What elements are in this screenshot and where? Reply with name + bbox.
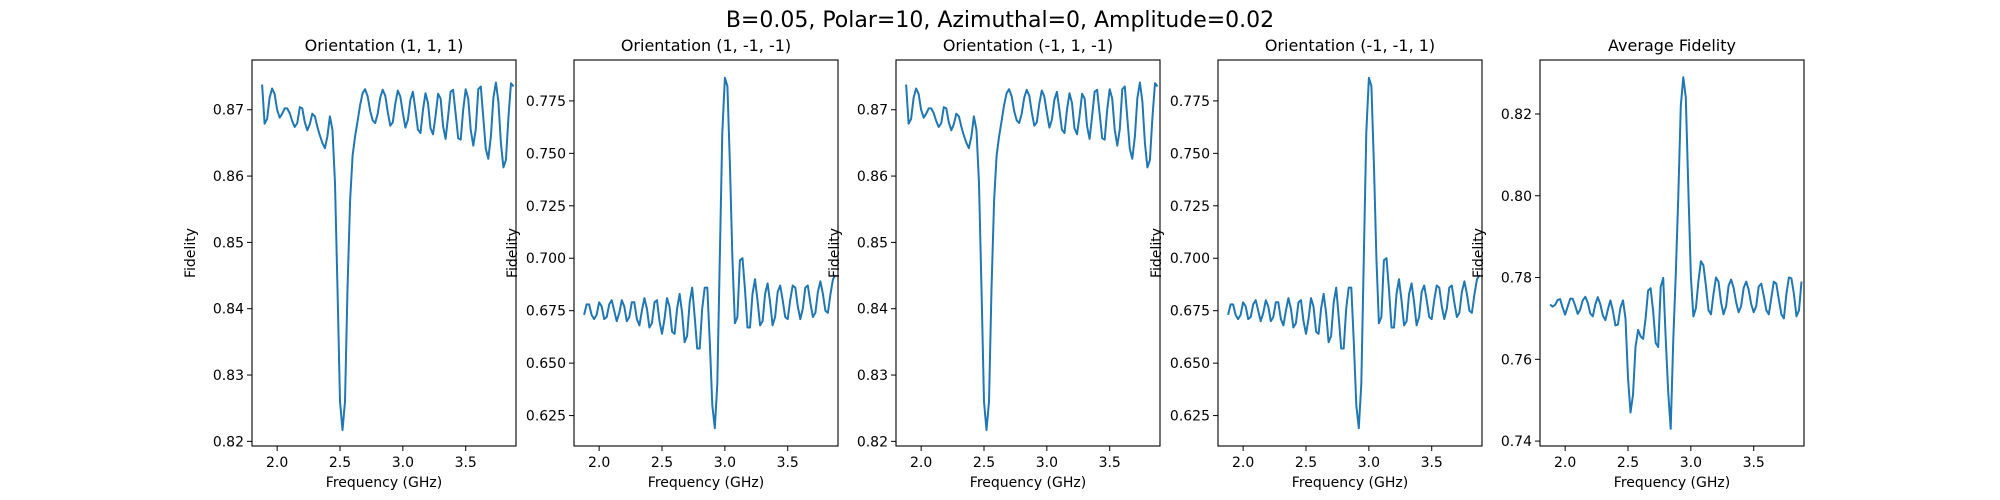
y-tick-label: 0.85 [857, 235, 888, 251]
axes-frame [895, 59, 1161, 447]
y-tick-label: 0.85 [213, 235, 244, 251]
x-tick-label: 2.5 [651, 455, 673, 471]
figure-suptitle: B=0.05, Polar=10, Azimuthal=0, Amplitude… [726, 8, 1274, 33]
x-axis-label: Frequency (GHz) [1292, 475, 1408, 491]
y-tick-label: 0.625 [1170, 409, 1210, 425]
y-tick-label: 0.82 [213, 434, 244, 450]
x-axis-label: Frequency (GHz) [326, 475, 442, 491]
y-tick-label: 0.80 [1501, 189, 1532, 205]
y-tick-label: 0.76 [1501, 352, 1532, 368]
y-tick-label: 0.87 [857, 103, 888, 119]
x-tick-label: 2.0 [266, 455, 288, 471]
y-tick-label: 0.625 [526, 409, 566, 425]
subplots-container: 2.0 2.5 3.0 3.5 0.82 0.83 0.84 0.85 0.86 0.87 Orie… [183, 36, 1805, 491]
y-tick-label: 0.725 [526, 199, 566, 215]
x-tick-label: 2.0 [910, 455, 932, 471]
y-tick-label: 0.74 [1501, 434, 1532, 450]
y-tick-label: 0.650 [526, 356, 566, 372]
series-line [583, 76, 837, 430]
x-axis-label: Frequency (GHz) [1614, 475, 1730, 491]
subplot-3: 2.0 2.5 3.0 3.5 0.82 0.83 0.84 0.85 0.86 0.87 Orie… [827, 36, 1161, 491]
x-tick-label: 3.0 [1680, 455, 1702, 471]
x-tick-label: 3.5 [1099, 455, 1121, 471]
y-tick-label: 0.675 [1170, 304, 1210, 320]
subplot-title: Average Fidelity [1608, 36, 1736, 55]
x-tick-label: 3.0 [1036, 455, 1058, 471]
y-tick-label: 0.83 [213, 368, 244, 384]
y-tick-label: 0.84 [213, 302, 244, 318]
axes-frame [251, 59, 517, 447]
x-tick-label: 2.5 [1617, 455, 1639, 471]
x-tick-label: 2.0 [1232, 455, 1254, 471]
x-tick-label: 2.0 [1554, 455, 1576, 471]
x-tick-label: 3.0 [392, 455, 414, 471]
x-tick-label: 2.5 [973, 455, 995, 471]
y-tick-label: 0.725 [1170, 199, 1210, 215]
y-tick-label: 0.84 [857, 302, 888, 318]
x-tick-label: 2.5 [1295, 455, 1317, 471]
series-line [905, 81, 1159, 432]
subplot-4: 2.0 2.5 3.0 3.5 0.625 0.650 0.675 0.700 0.725 0.7… [1149, 36, 1483, 491]
x-tick-label: 2.0 [588, 455, 610, 471]
y-tick-label: 0.775 [526, 94, 566, 110]
y-tick-label: 0.750 [1170, 146, 1210, 162]
subplot-title: Orientation (1, 1, 1) [305, 36, 464, 55]
y-axis-label: Fidelity [1149, 228, 1165, 278]
y-tick-label: 0.750 [526, 146, 566, 162]
x-tick-label: 3.5 [777, 455, 799, 471]
subplot-2: 2.0 2.5 3.0 3.5 0.625 0.650 0.675 0.700 0.725 0.7… [505, 36, 839, 491]
axes-frame [573, 59, 839, 447]
y-tick-label: 0.82 [1501, 107, 1532, 123]
y-axis-label: Fidelity [505, 228, 521, 278]
y-tick-label: 0.78 [1501, 271, 1532, 287]
x-tick-label: 3.5 [1743, 455, 1765, 471]
y-axis-label: Fidelity [183, 228, 199, 278]
axes-frame [1539, 59, 1805, 447]
subplot-title: Orientation (-1, -1, 1) [1265, 36, 1435, 55]
x-tick-label: 3.0 [714, 455, 736, 471]
x-tick-label: 3.5 [1421, 455, 1443, 471]
series-line [1549, 76, 1803, 430]
subplot-1: 2.0 2.5 3.0 3.5 0.82 0.83 0.84 0.85 0.86 0.87 Orie… [183, 36, 517, 491]
y-tick-label: 0.675 [526, 304, 566, 320]
y-tick-label: 0.700 [1170, 251, 1210, 267]
x-tick-label: 2.5 [329, 455, 351, 471]
series-line [1227, 76, 1481, 430]
y-axis-label: Fidelity [1471, 228, 1487, 278]
y-tick-label: 0.86 [213, 169, 244, 185]
y-tick-label: 0.700 [526, 251, 566, 267]
x-tick-label: 3.5 [455, 455, 477, 471]
y-tick-label: 0.650 [1170, 356, 1210, 372]
y-axis-label: Fidelity [827, 228, 843, 278]
axes-frame [1217, 59, 1483, 447]
subplot-title: Orientation (1, -1, -1) [621, 36, 791, 55]
subplot-5: 2.0 2.5 3.0 3.5 0.74 0.76 0.78 0.80 0.82 Average … [1471, 36, 1805, 491]
y-tick-label: 0.86 [857, 169, 888, 185]
y-tick-label: 0.82 [857, 434, 888, 450]
y-tick-label: 0.87 [213, 103, 244, 119]
x-tick-label: 3.0 [1358, 455, 1380, 471]
x-axis-label: Frequency (GHz) [648, 475, 764, 491]
series-line [261, 81, 515, 432]
x-axis-label: Frequency (GHz) [970, 475, 1086, 491]
y-tick-label: 0.83 [857, 368, 888, 384]
y-tick-label: 0.775 [1170, 94, 1210, 110]
subplot-title: Orientation (-1, 1, -1) [943, 36, 1113, 55]
